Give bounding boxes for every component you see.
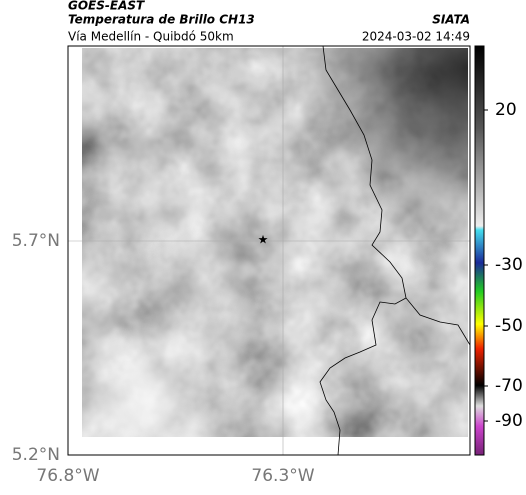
lon-label: 76.8°W: [36, 466, 99, 486]
source: GOES-EAST: [68, 0, 145, 13]
colorbar-label: 20: [495, 100, 517, 120]
lat-label: 5.2°N: [12, 445, 60, 465]
border: [322, 45, 471, 346]
title: Temperatura de Brillo CH13: [68, 13, 255, 27]
colorbar: 20 -30 -50 -70 -90: [474, 45, 523, 456]
colorbar-scale: [474, 45, 485, 456]
location-marker: ★: [258, 233, 269, 247]
border: [319, 297, 407, 456]
lon-label: 76.3°W: [251, 466, 314, 486]
colorbar-label: -50: [495, 316, 523, 336]
lat-label: 5.7°N: [12, 231, 60, 251]
colorbar-label: -90: [495, 411, 523, 431]
warm-shade: [82, 48, 468, 437]
subtitle: Vía Medellín - Quibdó 50km: [68, 30, 234, 44]
colorbar-label: -30: [495, 255, 523, 275]
map-frame: [67, 45, 471, 456]
map: ★ 5.7°N 5.2°N 76.8°W 76.3°W: [12, 45, 471, 486]
brand: SIATA: [432, 13, 470, 27]
colorbar-label: -70: [495, 376, 523, 396]
timestamp: 2024-03-02 14:49: [362, 30, 470, 44]
